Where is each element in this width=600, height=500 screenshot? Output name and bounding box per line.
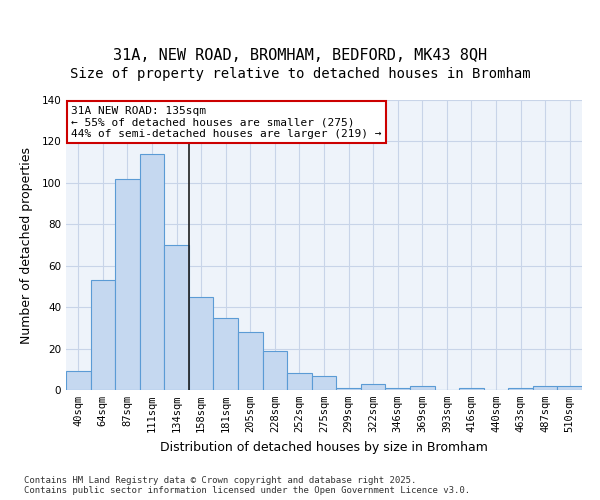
Bar: [287, 374, 312, 390]
Text: Size of property relative to detached houses in Bromham: Size of property relative to detached ho…: [70, 67, 530, 81]
Bar: [66, 372, 91, 390]
Bar: [115, 178, 140, 390]
Text: 31A NEW ROAD: 135sqm
← 55% of detached houses are smaller (275)
44% of semi-deta: 31A NEW ROAD: 135sqm ← 55% of detached h…: [71, 106, 382, 139]
Bar: [140, 154, 164, 390]
X-axis label: Distribution of detached houses by size in Bromham: Distribution of detached houses by size …: [160, 440, 488, 454]
Text: Contains HM Land Registry data © Crown copyright and database right 2025.
Contai: Contains HM Land Registry data © Crown c…: [24, 476, 470, 495]
Bar: [263, 350, 287, 390]
Bar: [238, 332, 263, 390]
Bar: [557, 386, 582, 390]
Bar: [312, 376, 336, 390]
Bar: [91, 280, 115, 390]
Y-axis label: Number of detached properties: Number of detached properties: [20, 146, 33, 344]
Bar: [214, 318, 238, 390]
Bar: [189, 297, 214, 390]
Bar: [164, 245, 189, 390]
Text: 31A, NEW ROAD, BROMHAM, BEDFORD, MK43 8QH: 31A, NEW ROAD, BROMHAM, BEDFORD, MK43 8Q…: [113, 48, 487, 62]
Bar: [533, 386, 557, 390]
Bar: [361, 384, 385, 390]
Bar: [410, 386, 434, 390]
Bar: [336, 388, 361, 390]
Bar: [508, 388, 533, 390]
Bar: [459, 388, 484, 390]
Bar: [385, 388, 410, 390]
